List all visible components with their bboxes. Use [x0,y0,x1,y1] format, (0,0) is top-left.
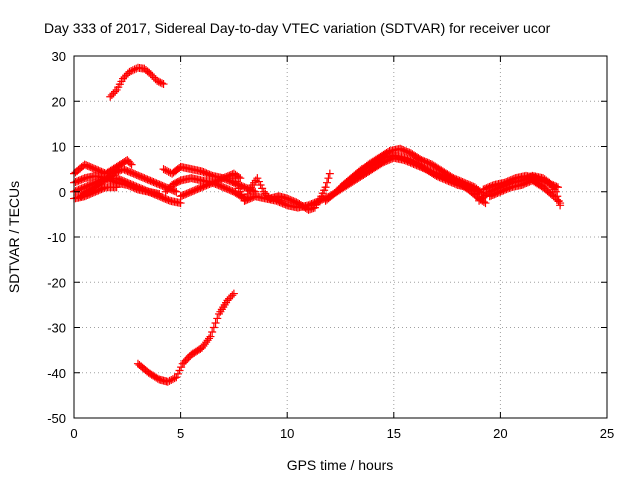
data-point [208,328,217,337]
data-point [209,323,218,332]
data-point [157,79,166,88]
y-tick-label: 0 [59,185,66,200]
plot-frame [73,55,608,419]
data-point [127,160,136,169]
grid-lines [74,56,607,418]
y-tick-label: 10 [52,140,66,155]
data-point [234,184,243,193]
data-point [229,174,238,183]
data-point [175,366,184,375]
data-point [176,199,185,208]
series-upper-arc [106,63,168,101]
y-tick-label: -40 [47,366,66,381]
x-tick-label: 5 [177,426,184,441]
data-point [321,183,330,192]
data-point [552,182,561,191]
data-point [233,180,242,189]
data-point [168,375,177,384]
data-point [205,334,214,343]
data-point [165,376,174,385]
data-point [177,363,186,372]
data-point [228,291,237,300]
data-point [258,184,267,193]
data-point [161,166,170,175]
y-tick-label: 30 [52,49,66,64]
y-tick-label: 20 [52,94,66,109]
data-point [155,190,164,199]
x-tick-label: 25 [600,426,614,441]
data-point [159,165,168,174]
series-trace-o [479,171,562,194]
axis-ticks: 0 5 10 15 20 25 -50 -40 -30 -20 -10 0 10 20 30 [47,49,614,441]
data-point [170,187,179,196]
x-tick-label: 10 [280,426,294,441]
data-point [253,174,262,183]
data-point [256,180,265,189]
data-point [159,80,168,89]
data-point [112,183,121,192]
series-lower-arc [133,289,238,386]
series-trace-j [240,192,324,212]
data-point [322,178,331,187]
data-point [206,332,215,341]
y-tick-label: -10 [47,230,66,245]
y-tick-label: -20 [47,275,66,290]
series-trace-m [336,151,490,208]
data-point [231,177,240,186]
x-axis-label: GPS time / hours [287,457,394,473]
x-tick-label: 20 [493,426,507,441]
data-point [170,374,179,383]
x-tick-label: 15 [387,426,401,441]
data-point [553,183,562,192]
series-trace-p [485,176,565,208]
data-point [163,377,172,386]
data-point [211,318,220,327]
data-point [554,197,563,206]
data-point [128,66,137,75]
chart-title: Day 333 of 2017, Sidereal Day-to-day VTE… [44,20,551,36]
y-axis-label: SDTVAR / TECUs [6,181,22,293]
data-point [325,169,334,178]
series-trace-l [321,144,488,205]
data-point [229,289,238,298]
data-point [111,87,120,96]
data-point [234,173,243,182]
y-tick-label: -50 [47,411,66,426]
data-point [173,369,182,378]
data-point [254,177,263,186]
data-point [172,373,181,382]
data-point [245,186,254,195]
data-point [130,65,139,74]
data-point [172,187,181,196]
data-point [213,314,222,323]
data-point [162,166,171,175]
data-point [481,199,490,208]
data-point [324,174,333,183]
data-point [556,199,565,208]
data-point [127,67,136,76]
data-point [126,159,135,168]
x-tick-label: 0 [70,426,77,441]
series-trace-c [70,171,164,199]
y-tick-label: -30 [47,321,66,336]
series-layer [70,63,565,386]
data-point [167,375,176,384]
data-point [125,67,134,76]
